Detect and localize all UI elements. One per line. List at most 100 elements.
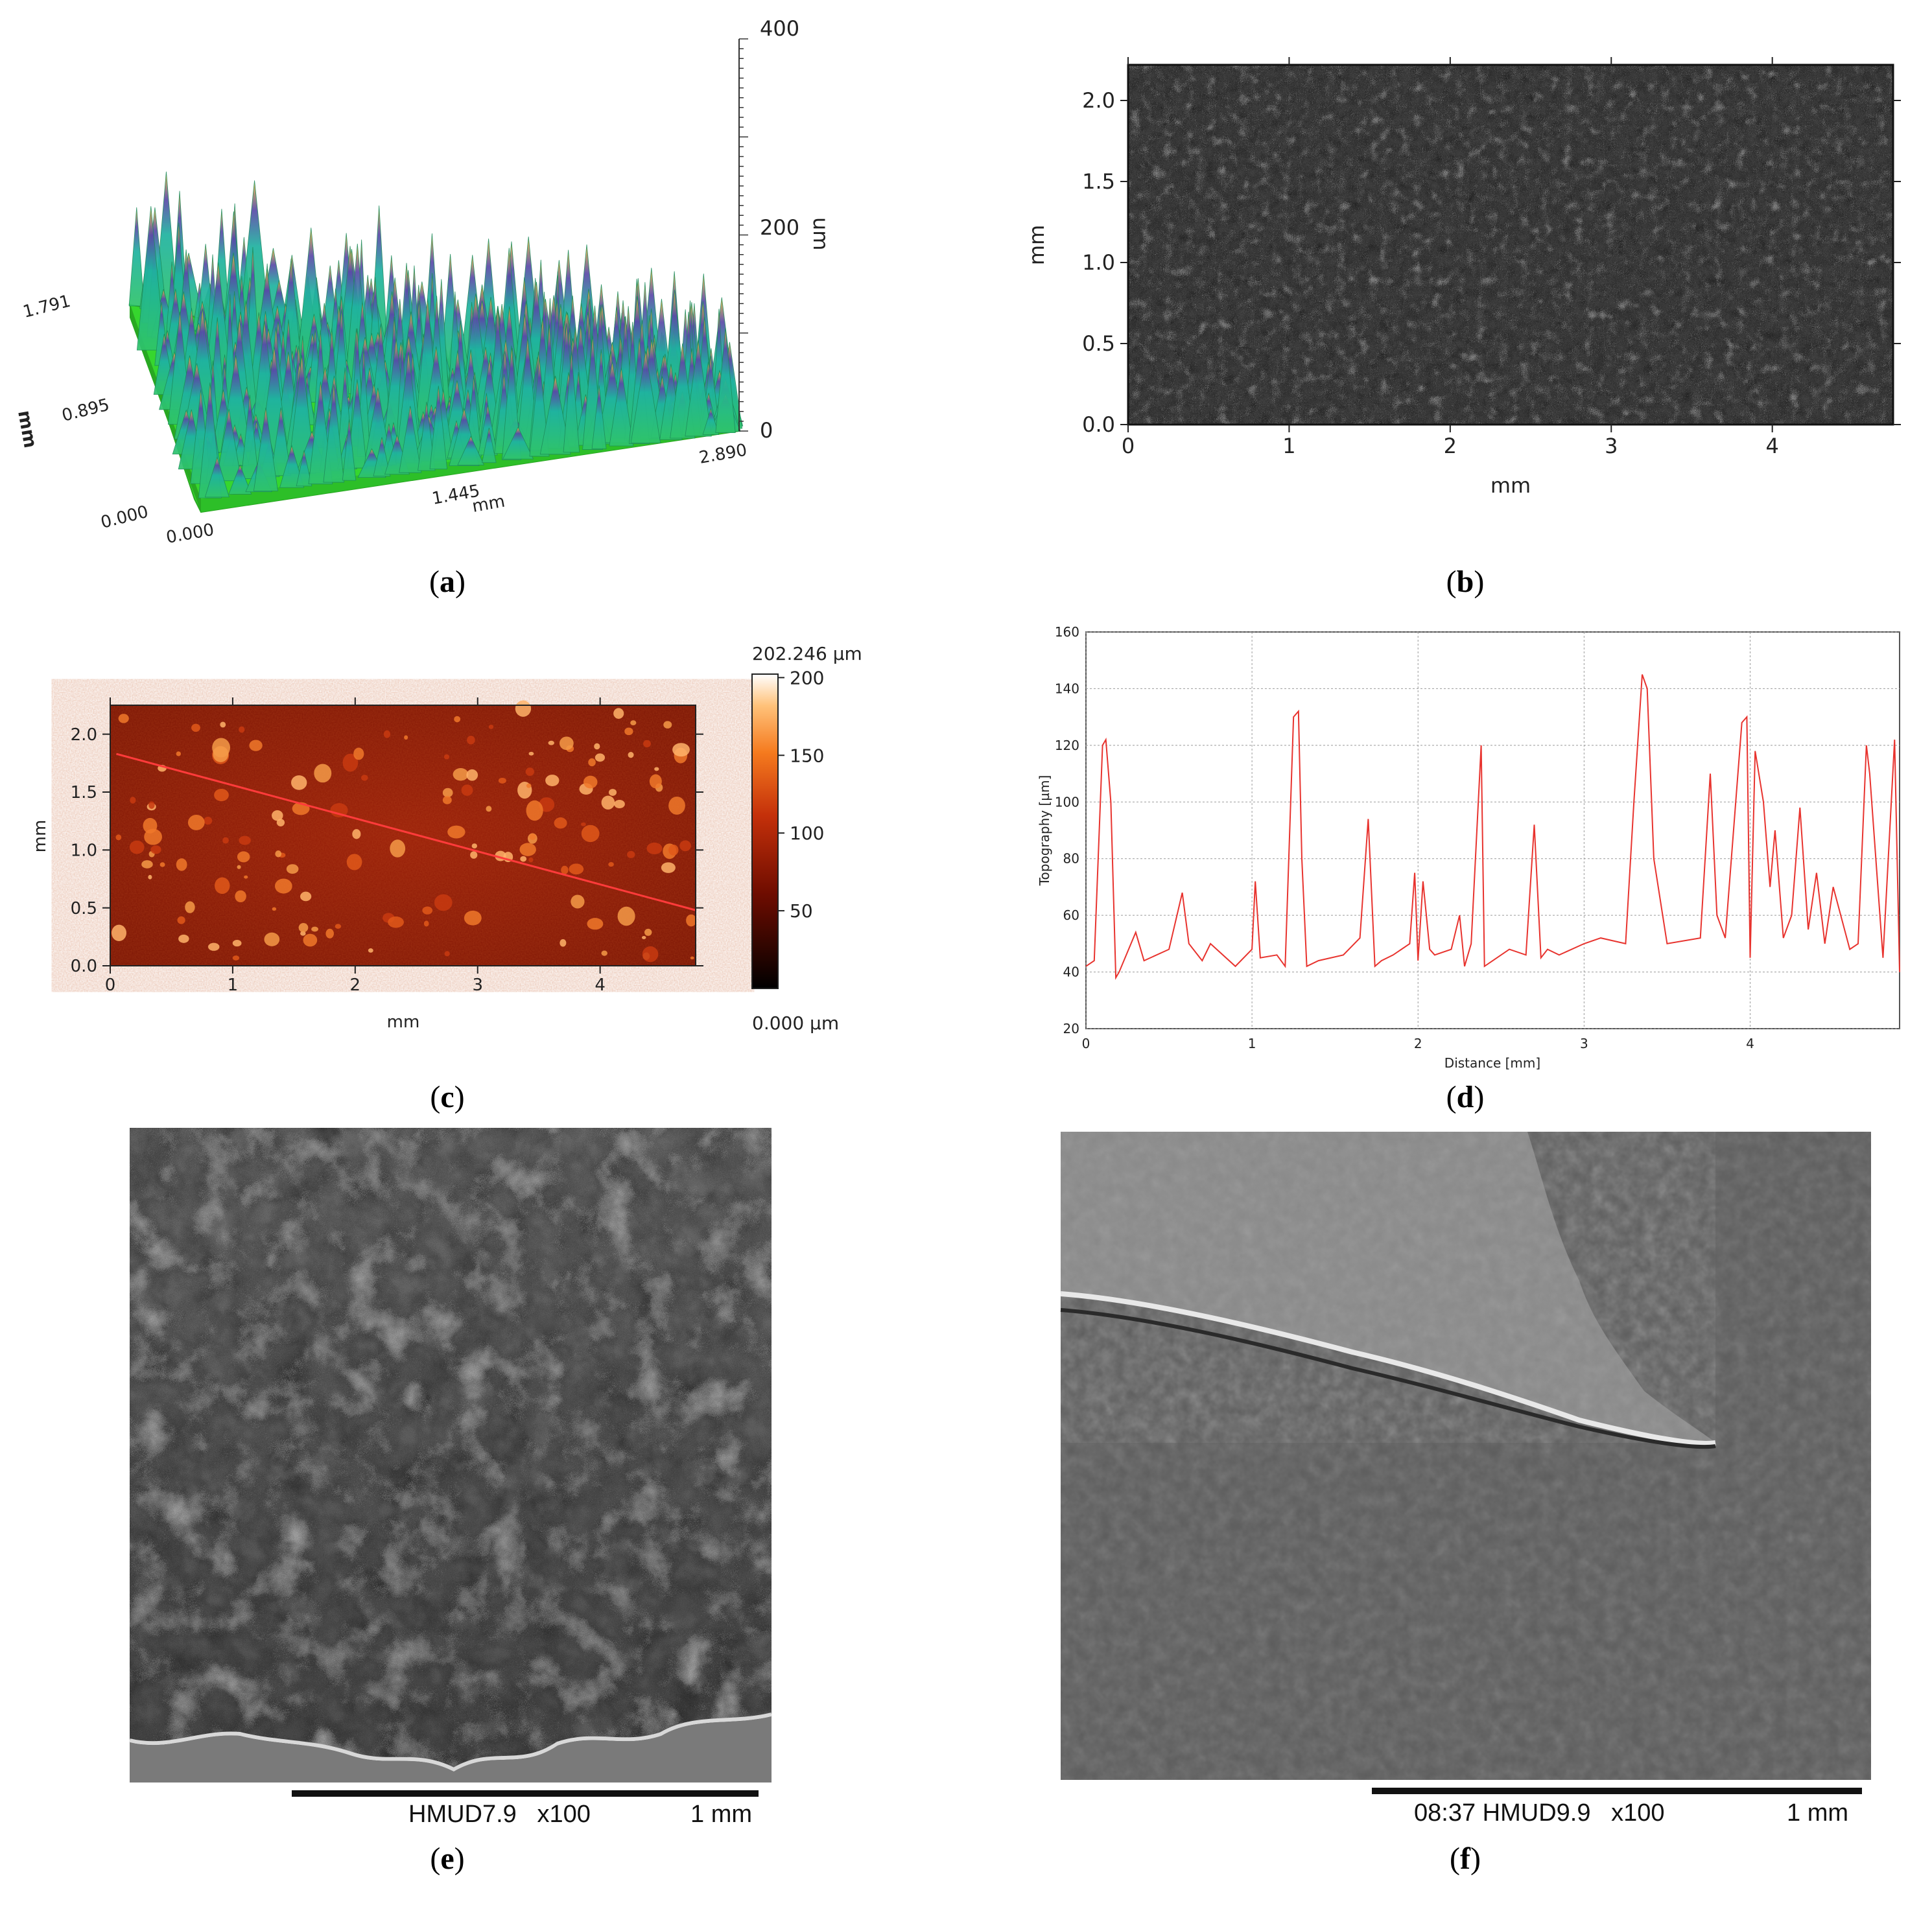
heatmap-particle [176, 751, 182, 756]
heatmap-particle [244, 875, 248, 879]
heatmap-particle [526, 800, 543, 821]
heatmap-particle [422, 906, 433, 915]
caption-e: (e) [430, 1841, 465, 1876]
heatmap-particle [112, 924, 127, 941]
scalebar-line [1372, 1788, 1862, 1794]
y-tick-label: 20 [1063, 1021, 1079, 1036]
sem-micrograph-f [1060, 1132, 1871, 1794]
y-tick-label: 1.0 [71, 841, 97, 860]
heatmap-particle [177, 916, 185, 924]
heatmap-particle [614, 799, 625, 808]
heatmap-particle [488, 725, 494, 729]
y-tick-label: 1.0 [1082, 250, 1115, 275]
heatmap-particle [143, 817, 158, 834]
heatmap-particle [520, 856, 527, 862]
surface-peak [204, 456, 230, 498]
heatmap-particle [587, 918, 604, 930]
heatmap-particle [608, 862, 614, 867]
heatmap-particle [528, 857, 534, 863]
x-tick-label: 0 [1082, 1036, 1090, 1051]
surface-peak [253, 407, 278, 491]
y-tick-1791: 1.791 [21, 292, 72, 322]
y-tick-label: 160 [1055, 624, 1079, 640]
heatmap-particle [525, 767, 534, 777]
heatmap-particle [272, 810, 283, 821]
heatmap-particle [141, 860, 153, 869]
heatmap-particle [275, 878, 292, 894]
sem-coating-texture [130, 1128, 772, 1770]
heatmap-particle [569, 863, 584, 875]
heatmap-particle [644, 928, 652, 936]
colorbar-tick-label: 100 [790, 823, 824, 844]
heatmap-particle [686, 914, 697, 927]
heatmap-particle [444, 951, 450, 957]
heatmap-particle [471, 843, 478, 848]
heatmap-particle [208, 942, 220, 951]
x-tick-label: 3 [1605, 434, 1618, 458]
heatmap-particle [311, 926, 319, 932]
heatmap-particle [423, 920, 429, 927]
heatmap-particle [187, 814, 205, 830]
heatmap-particle [352, 829, 361, 839]
heatmap-particle [443, 754, 450, 760]
heatmap-particle [628, 751, 634, 758]
heatmap-particle [335, 924, 342, 929]
z-tick-0: 0 [760, 418, 773, 443]
heatmap-particle [608, 789, 617, 796]
surface-3d-plot: 400 200 0 um 1.791 0.895 0.000 mm 0.000 … [14, 16, 833, 548]
sem-coating-edge [129, 1712, 772, 1772]
y-tick-label: 0.5 [71, 899, 97, 918]
heatmap-particle [118, 714, 129, 723]
y-tick-label: 1.5 [71, 783, 97, 802]
heatmap-particle [526, 783, 532, 788]
heatmap-particle [442, 795, 452, 804]
heatmap-particle [519, 843, 536, 856]
y-tick-label: 60 [1063, 907, 1079, 923]
heatmap-particle [148, 801, 155, 809]
heatmap-particle [346, 854, 362, 871]
panel-d-profile-chart: 20 40 60 80 100 120 140 160 0 1 2 3 4 Distance [mm] … [1031, 619, 1926, 1073]
sem-flake-edge-shadow [1060, 1308, 1716, 1449]
surface-peak [478, 404, 498, 456]
y-tick-label: 40 [1063, 964, 1079, 980]
heatmap-particle [130, 797, 136, 804]
heatmap-particle [515, 700, 532, 717]
heatmap-particle [235, 890, 246, 903]
heatmap-particle [498, 777, 506, 784]
heatmap-particle [447, 825, 465, 839]
sem-micrograph-e [129, 1128, 772, 1797]
heatmap-particle [159, 862, 165, 867]
x-tick-label: 4 [1746, 1036, 1754, 1051]
heatmap-particle [554, 817, 567, 829]
heatmap-particle [276, 819, 285, 826]
heatmap-particle [663, 721, 672, 729]
panel-b-surface-image: 0 1 2 3 4 0.0 0.5 1.0 1.5 2.0 mm mm [1011, 39, 1919, 506]
heatmap-particle [595, 753, 606, 762]
y-tick-label: 0.0 [71, 957, 97, 976]
heatmap-particle [360, 775, 368, 781]
heatmap-particle [601, 950, 607, 956]
surface-peak [270, 407, 292, 476]
y-tick-label: 0.0 [1082, 412, 1115, 437]
heatmap-particle [470, 851, 478, 859]
panel-c-heatmap: 0 1 2 3 4 0.0 0.5 1.0 1.5 2.0 mm mm 200 150 100 50 2… [26, 635, 934, 1050]
heatmap-particle [646, 842, 663, 854]
map-texture [1128, 65, 1893, 425]
x-tick-label: 1 [228, 976, 239, 995]
heatmap-particle [529, 834, 536, 841]
heatmap-particle [454, 716, 461, 723]
surface-peak [609, 368, 634, 447]
x-tick-label: 4 [1766, 434, 1779, 458]
heatmap-particle [298, 923, 309, 933]
surface-peak [239, 180, 270, 329]
heatmap-particle [353, 747, 364, 760]
colorbar-tick-label: 200 [790, 667, 824, 688]
scalebar-label-e: HMUD7.9 x100 [408, 1801, 591, 1828]
x-tick-label: 1 [1248, 1036, 1256, 1051]
scalebar-unit-e: 1 mm [690, 1801, 752, 1828]
surface-peak [216, 408, 242, 482]
heatmap-particle [204, 817, 213, 825]
heatmap-particle [129, 840, 145, 854]
heatmap-particle [388, 916, 404, 928]
y-tick-label: 140 [1055, 681, 1079, 696]
